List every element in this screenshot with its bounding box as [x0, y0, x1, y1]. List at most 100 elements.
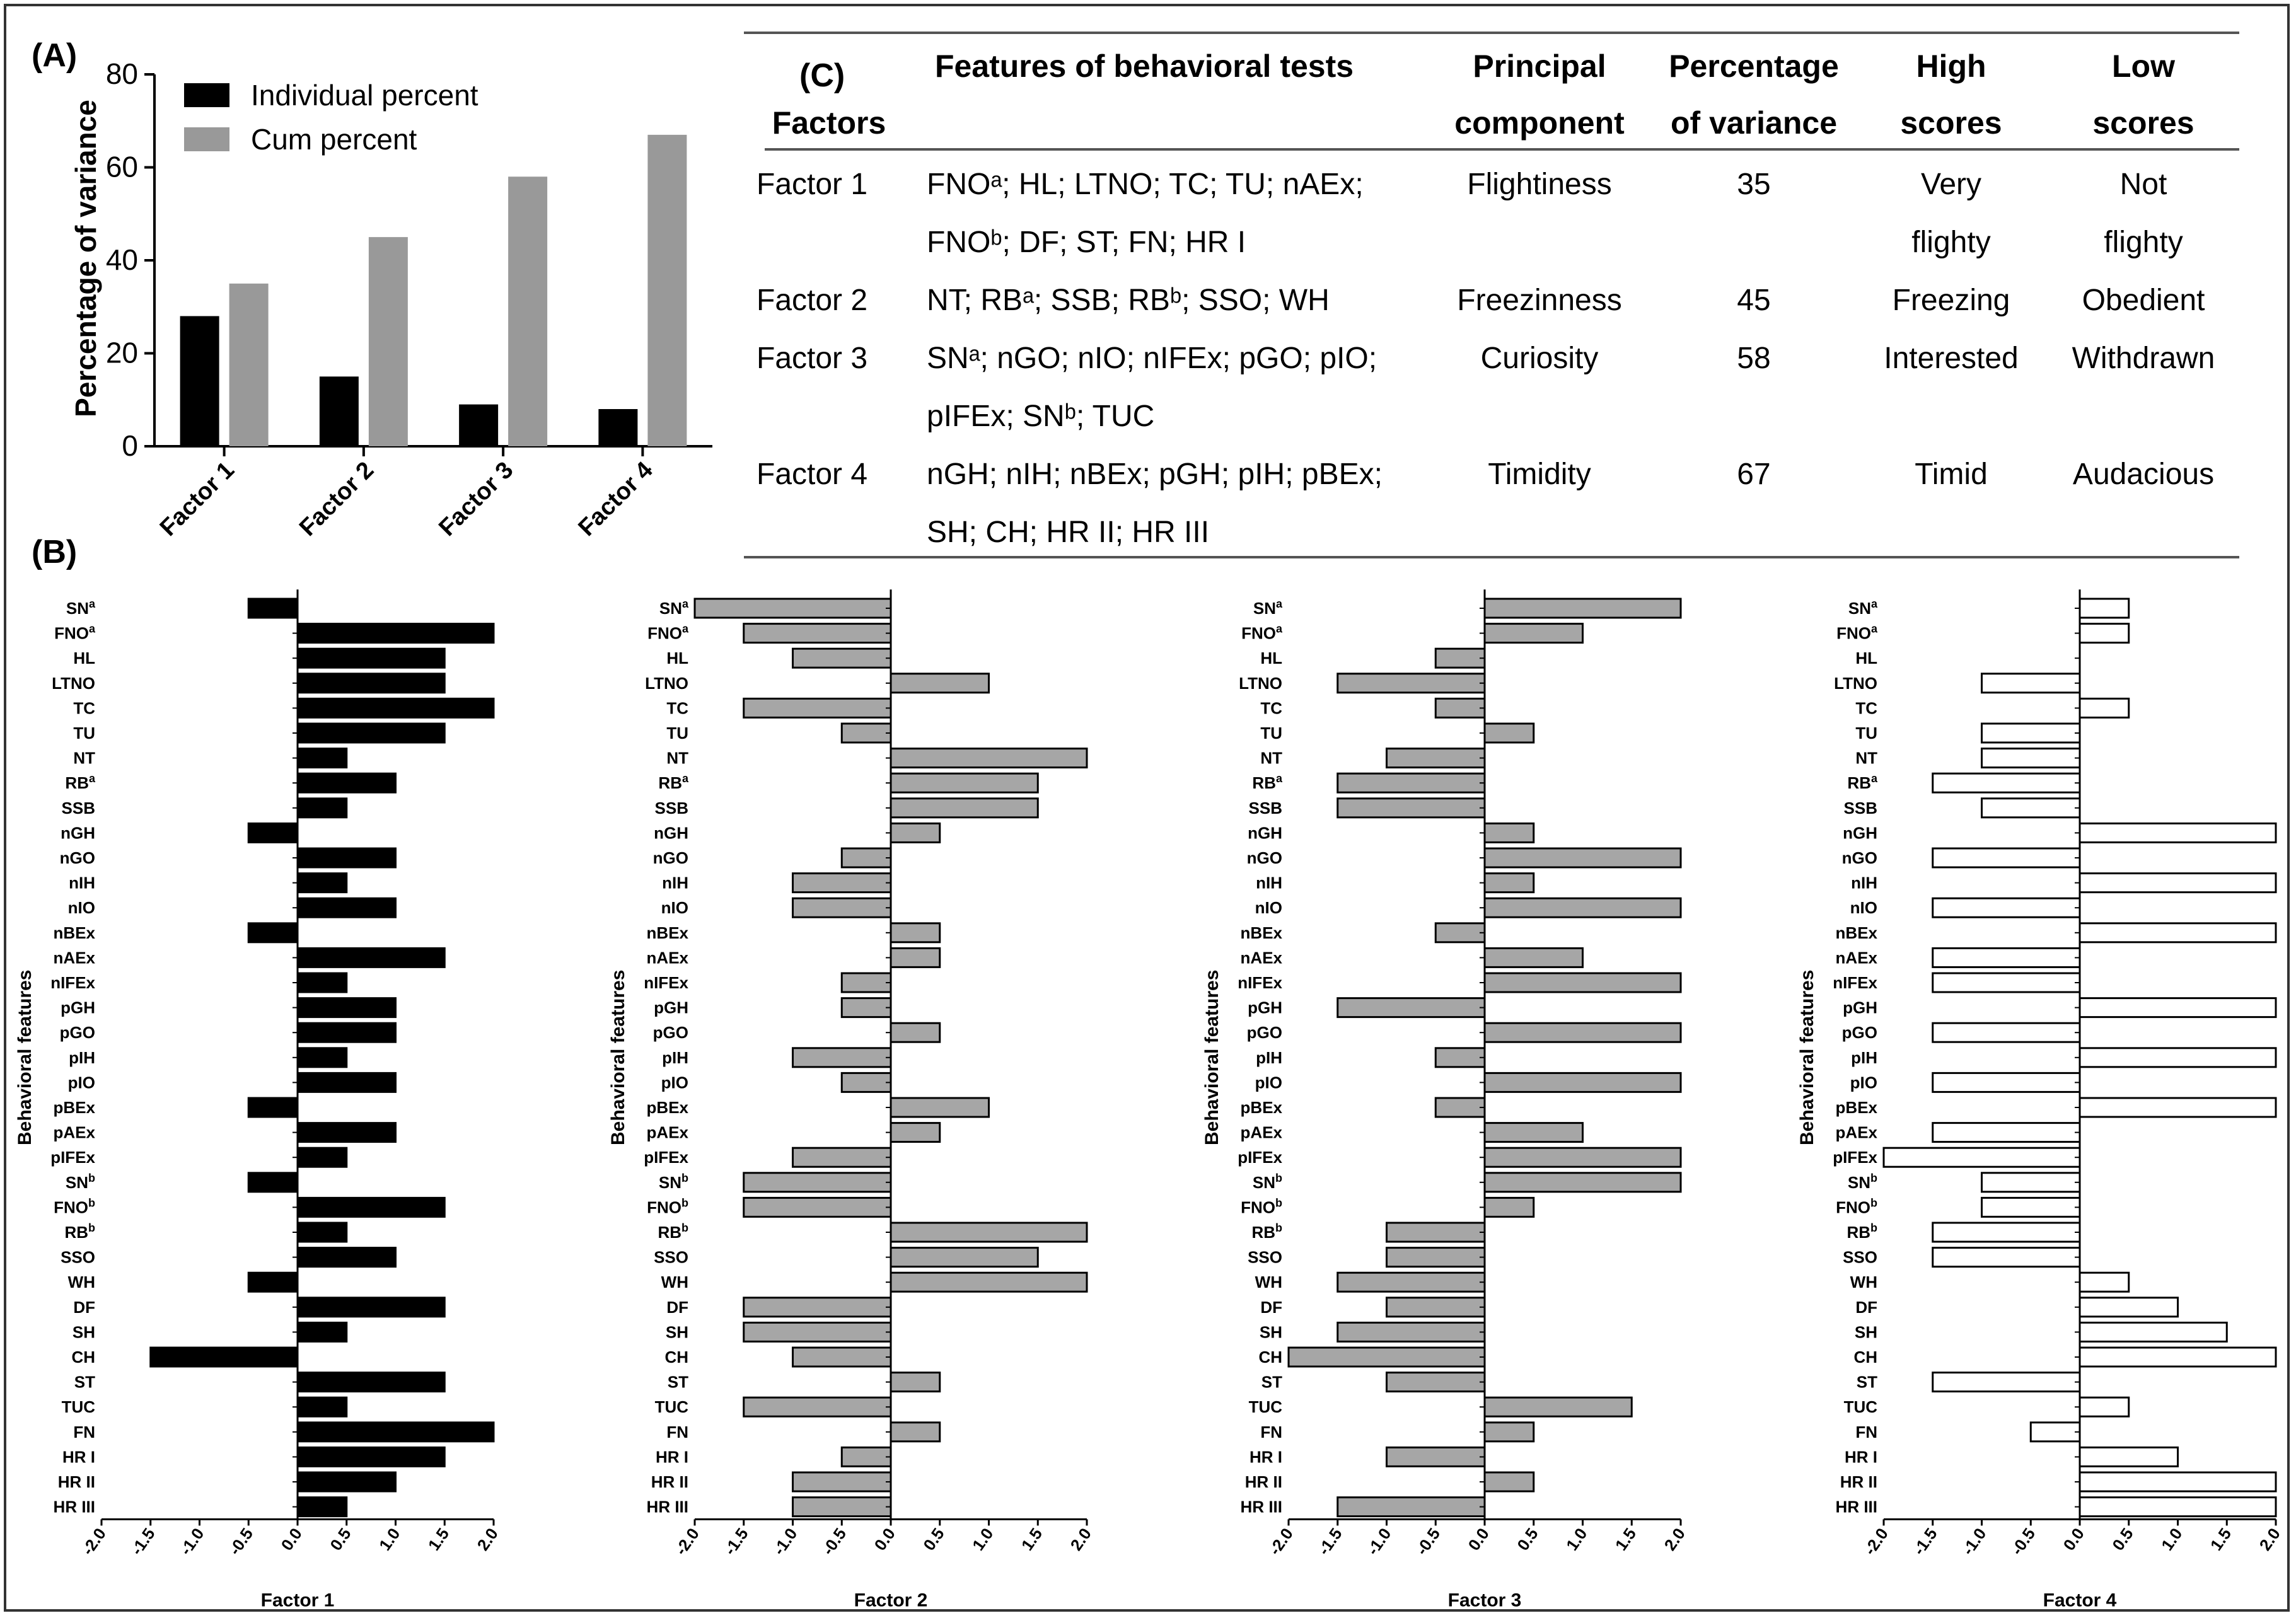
loading-bar	[296, 1196, 446, 1218]
x-tick-label: -0.5	[225, 1525, 257, 1559]
y-tick-label: nAEx	[647, 948, 689, 967]
y-tick-label: HL	[666, 649, 688, 667]
loading-bar	[296, 997, 397, 1019]
legend-label-individual: Individual percent	[251, 79, 478, 112]
loading-bar	[296, 1147, 348, 1168]
y-tick-label: SNb	[659, 1172, 688, 1192]
table-header: Principal	[1473, 49, 1606, 84]
loading-bar	[1932, 772, 2081, 794]
loading-bar	[1932, 1122, 2081, 1143]
y-tick-label: nAEx	[1241, 948, 1283, 967]
loading-bar	[2079, 1346, 2277, 1368]
y-tick-label: TU	[1260, 724, 1282, 743]
loading-bar	[1287, 1346, 1486, 1368]
y-tick-label: FN	[1260, 1423, 1282, 1442]
y-tick-label: NT	[1260, 749, 1282, 768]
y-tick-label: SH	[72, 1322, 95, 1341]
loading-bar	[2079, 872, 2277, 894]
loading-bar	[1932, 1372, 2081, 1393]
loading-bar-charts: -2.0 -1.5 -1.0 -0.5 0.0 0.5 1.0 1.5 2.0 Factor 1 B…	[14, 589, 2284, 1610]
legend: Individual percent Cum percent	[184, 79, 478, 156]
y-tick-label: FNOa	[54, 623, 96, 643]
loading-bar	[1981, 797, 2081, 819]
factor-2-loadings: -2.0 -1.5 -1.0 -0.5 0.0 0.5 1.0 1.5 2.0 Factor 2 B…	[608, 589, 1095, 1610]
y-tick-label: nIFEx	[644, 973, 688, 992]
loading-bar	[296, 1222, 348, 1243]
y-tick-label: FN	[1855, 1423, 1877, 1442]
loading-bar	[296, 1022, 397, 1043]
loading-bar	[1434, 922, 1486, 944]
y-tick-label: nIO	[661, 898, 688, 917]
bar-individual-2	[319, 376, 359, 446]
y-tick-label: SH	[666, 1322, 688, 1341]
loading-bar	[1336, 1321, 1486, 1343]
loading-bar	[890, 1022, 941, 1043]
y-tick-label: CH	[1258, 1348, 1282, 1367]
y-tick-label: nIH	[662, 874, 688, 893]
y-tick-label: pBEx	[647, 1098, 689, 1117]
table-cell-features: NT; RBᵃ; SSB; RBᵇ; SSO; WH	[927, 284, 1330, 317]
loading-bar	[296, 673, 446, 694]
y-tick-label: nIH	[1851, 874, 1877, 893]
table-header: scores	[1900, 105, 2002, 141]
factor-1-loadings: -2.0 -1.5 -1.0 -0.5 0.0 0.5 1.0 1.5 2.0 Factor 1 B…	[14, 589, 502, 1610]
loading-bar	[890, 772, 1039, 794]
y-tick-label: SSO	[1843, 1248, 1877, 1267]
factor-table: Factors Features of behavioral tests Princ…	[744, 32, 2239, 558]
x-tick-label: 0.5	[2108, 1525, 2137, 1554]
y-tick-label: nBEx	[647, 923, 689, 942]
loading-bar	[890, 673, 990, 694]
y-tick-label: FNOb	[1241, 1196, 1282, 1216]
loading-bar	[1932, 972, 2081, 993]
y-tick-label: HR III	[647, 1498, 688, 1517]
factor-4-loadings: -2.0 -1.5 -1.0 -0.5 0.0 0.5 1.0 1.5 2.0 Factor 4 B…	[1797, 589, 2284, 1610]
y-tick-label: SNb	[66, 1172, 95, 1192]
y-tick-label: pGO	[653, 1023, 688, 1042]
x-tick-label: -2.0	[671, 1525, 703, 1559]
y-tick-label: SSB	[655, 799, 688, 818]
table-cell-low: Obedient	[2082, 284, 2205, 317]
y-tick-label: SSO	[61, 1248, 95, 1267]
bars	[180, 134, 687, 446]
panel-label-a: (A)	[32, 37, 77, 74]
y-tick-label: SNb	[1253, 1172, 1282, 1192]
x-tick-label: -2.0	[78, 1525, 110, 1559]
loading-bar	[1434, 1047, 1486, 1068]
loading-bar	[1336, 772, 1486, 794]
y-tick-label: nIH	[1256, 874, 1282, 893]
x-axis-title: Factor 4	[2043, 1590, 2117, 1610]
y-tick-label: nIH	[69, 874, 95, 893]
y-tick-label: NT	[666, 749, 688, 768]
y-tick-label: pBEx	[1836, 1098, 1878, 1117]
y-tick-label: nAEx	[1836, 948, 1878, 967]
loading-bar	[1932, 1222, 2081, 1243]
loading-bar	[1981, 1196, 2081, 1218]
loading-bar	[2079, 598, 2130, 619]
loading-bar	[1483, 1172, 1682, 1193]
loading-bar	[792, 872, 892, 894]
y-tick-label: HR III	[54, 1498, 95, 1517]
loading-bar	[743, 1321, 892, 1343]
y-tick-label: NT	[73, 749, 95, 768]
x-tick-label: -1.0	[176, 1525, 207, 1559]
loading-bar	[1483, 847, 1682, 869]
loading-bar	[1386, 1222, 1486, 1243]
x-tick-label: -1.5	[127, 1525, 158, 1559]
y-tick-label: pIH	[1851, 1048, 1877, 1067]
loading-bar	[149, 1346, 299, 1368]
y-tick-label: 0	[122, 429, 138, 462]
y-tick-label: nGH	[1843, 823, 1877, 842]
y-tick-label: nBEx	[54, 923, 96, 942]
loading-bar	[743, 1172, 892, 1193]
table-cell-features: SNᵃ; nGO; nIO; nIFEx; pGO; pIO;	[927, 342, 1377, 375]
table-cell-factor: Factor 2	[757, 284, 867, 317]
loading-bar	[792, 1471, 892, 1493]
loading-bar	[1434, 647, 1486, 669]
loading-bar	[840, 972, 892, 993]
bar-cum-2	[368, 237, 408, 446]
y-tick-label: pAEx	[647, 1123, 689, 1142]
loading-bar	[840, 1446, 892, 1467]
loading-bar	[890, 797, 1039, 819]
y-tick-label: pBEx	[1241, 1098, 1283, 1117]
y-tick-label: nGH	[61, 823, 95, 842]
